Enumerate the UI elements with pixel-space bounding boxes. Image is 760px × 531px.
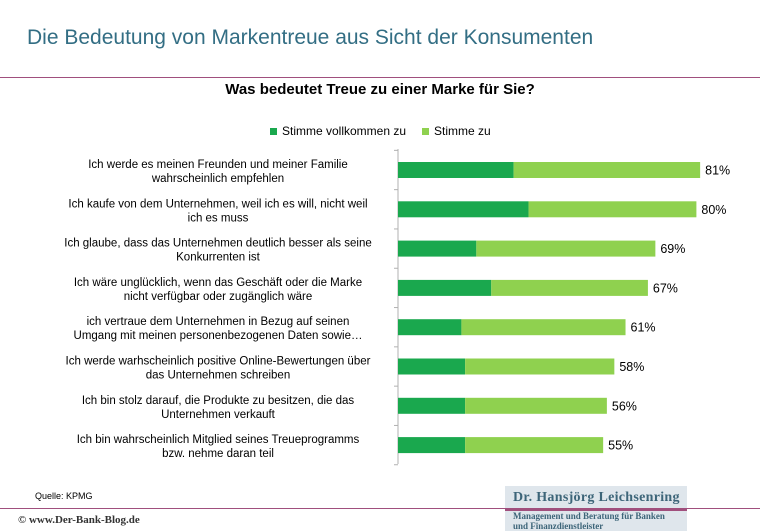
category-label: Ich glaube, dass das Unternehmen deutlic…	[64, 238, 372, 264]
bar-full-agree	[398, 162, 514, 178]
bar-agree	[476, 240, 656, 257]
bar-agree	[465, 358, 615, 375]
category-label: Ich bin wahrscheinlich Mitglied seines T…	[77, 434, 360, 460]
brand-tagline: Management und Beratung für Banken und F…	[513, 511, 683, 531]
legend-label-full-agree: Stimme vollkommen zu	[282, 124, 407, 138]
legend-swatch-full-agree	[270, 127, 277, 135]
footer-divider	[0, 508, 760, 509]
bar-full-agree	[398, 397, 466, 414]
source-note: Quelle: KPMG	[35, 491, 93, 501]
total-value-label: 81%	[705, 164, 730, 178]
page-title: Die Bedeutung von Markentreue aus Sicht …	[27, 26, 594, 49]
total-value-label: 56%	[612, 399, 637, 413]
brand-tagline-line1: Management und Beratung für Banken	[513, 511, 665, 521]
total-value-label: 80%	[701, 203, 726, 217]
total-value-label: 55%	[608, 439, 633, 453]
bar-full-agree	[398, 358, 466, 375]
bar-agree	[465, 437, 604, 454]
category-label: Ich bin stolz darauf, die Produkte zu be…	[82, 395, 355, 421]
bar-full-agree	[398, 279, 492, 296]
total-value-label: 67%	[653, 281, 678, 295]
bar-agree	[528, 201, 697, 218]
category-label: Ich wäre unglücklich, wenn das Geschäft …	[74, 277, 362, 303]
total-value-label: 69%	[660, 242, 685, 256]
brand-tagline-line2: und Finanzdienstleister	[513, 521, 604, 531]
brand-divider	[505, 508, 687, 511]
total-value-label: 61%	[631, 321, 656, 335]
legend-swatch-agree	[422, 127, 430, 135]
brand-name: Dr. Hansjörg Leichsenring	[513, 490, 680, 505]
legend-label-agree: Stimme zu	[434, 124, 491, 138]
bar-full-agree	[398, 240, 477, 257]
brand-logo: Dr. Hansjörg Leichsenring Management und…	[505, 486, 687, 531]
bar-agree	[491, 279, 648, 296]
bar-agree	[513, 162, 701, 178]
chart-title: Was bedeutet Treue zu einer Marke für Si…	[225, 81, 535, 98]
legend-item-agree: Stimme zu	[422, 124, 491, 138]
chart-legend: Stimme vollkommen zu Stimme zu	[270, 124, 507, 138]
category-label: Ich werde warhscheinlich positive Online…	[66, 356, 371, 382]
bar-agree	[465, 397, 607, 414]
website-link[interactable]: © www.Der-Bank-Blog.de	[18, 514, 140, 526]
bar-full-agree	[398, 201, 529, 218]
bar-agree	[461, 319, 626, 336]
category-label: Ich kaufe von dem Unternehmen, weil ich …	[68, 198, 367, 224]
legend-item-full-agree: Stimme vollkommen zu	[270, 124, 406, 138]
bar-full-agree	[398, 319, 462, 336]
title-divider	[0, 77, 760, 78]
bar-full-agree	[398, 437, 466, 454]
category-label: ich vertraue dem Unternehmen in Bezug au…	[74, 316, 363, 342]
category-label: Ich werde es meinen Freunden und meiner …	[88, 159, 348, 185]
total-value-label: 58%	[619, 360, 644, 374]
